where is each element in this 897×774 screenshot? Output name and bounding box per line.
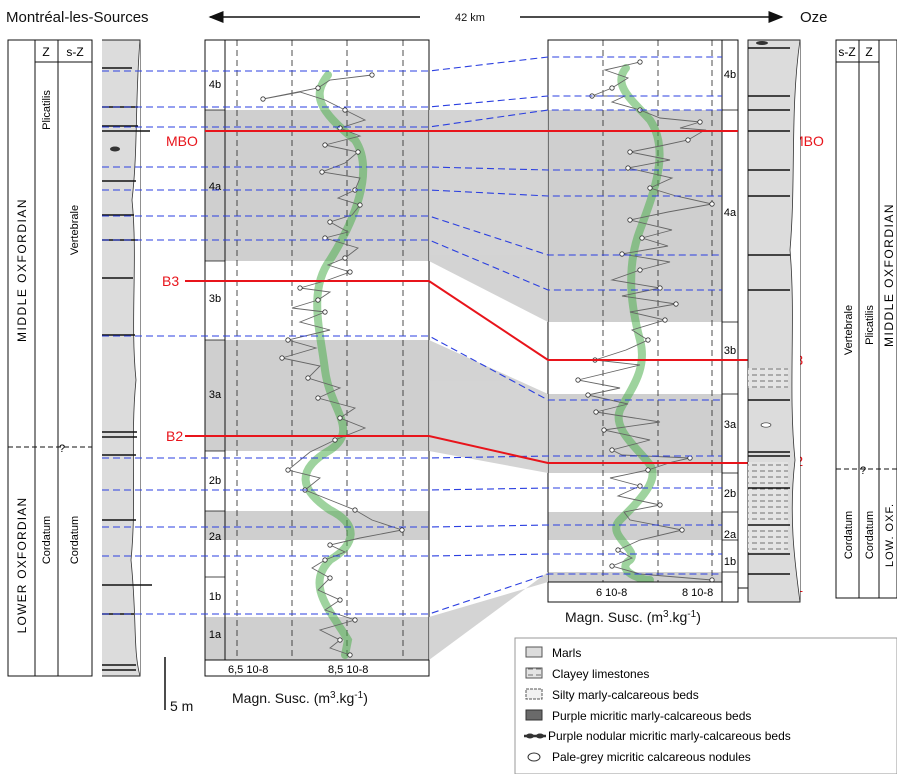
right-axis-label: Magn. Susc. (m3.kg-1) bbox=[565, 609, 701, 625]
boundary-lines bbox=[185, 130, 760, 464]
right-stage-upper: MIDDLE OXFORDIAN bbox=[882, 203, 896, 347]
correlation-bands bbox=[429, 110, 548, 660]
left-unit-label: 3a bbox=[209, 389, 222, 401]
legend-label: Purple micritic marly-calcareous beds bbox=[552, 709, 751, 723]
right-unit-label: 2b bbox=[724, 488, 736, 500]
left-axis-label: Magn. Susc. (m3.kg-1) bbox=[232, 690, 368, 706]
marls-swatch-icon bbox=[525, 646, 543, 658]
right-site-title: Oze bbox=[800, 9, 828, 26]
right-subzone-upper: Vertebrale bbox=[843, 305, 855, 355]
right-tick-label: 6 10-8 bbox=[596, 587, 627, 599]
left-strat-table: Z s-Z MIDDLE OXFORDIAN LOWER OXFORDIAN P… bbox=[7, 39, 93, 677]
legend-label: Purple nodular micritic marly-calcareous… bbox=[548, 729, 791, 743]
right-stage-lower: LOW. OXF. bbox=[884, 503, 896, 567]
legend-label: Silty marly-calcareous beds bbox=[552, 688, 699, 702]
right-zone-lower: Cordatum bbox=[864, 511, 876, 559]
right-unit-label: 4b bbox=[724, 69, 736, 81]
right-unit-label: 3b bbox=[724, 345, 736, 357]
scale-label: 5 m bbox=[170, 698, 193, 714]
left-tick-label: 6,5 10-8 bbox=[228, 664, 268, 676]
legend-label: Marls bbox=[552, 646, 581, 660]
b3-label-left: B3 bbox=[162, 273, 179, 289]
right-unit-label: 3a bbox=[724, 419, 737, 431]
left-unit-label: 1b bbox=[209, 591, 221, 603]
right-zone-upper: Plicatilis bbox=[864, 305, 876, 345]
left-boundary-mark: ? bbox=[59, 443, 65, 455]
clayey-limestone-swatch-icon bbox=[525, 667, 543, 679]
right-strat-table: s-Z Z Vertebrale Plicatilis MIDDLE OXFOR… bbox=[835, 39, 897, 599]
left-col-sz-header: s-Z bbox=[66, 45, 83, 59]
silty-bed-swatch-icon bbox=[525, 688, 543, 700]
left-tick-label: 8,5 10-8 bbox=[328, 664, 368, 676]
correlation-lines bbox=[102, 56, 722, 615]
left-stage-lower: LOWER OXFORDIAN bbox=[15, 497, 29, 634]
purple-bed-swatch-icon bbox=[525, 709, 543, 721]
left-col-z-header: Z bbox=[42, 45, 49, 59]
right-unit-label: 1b bbox=[724, 556, 736, 568]
right-subzone-lower: Cordatum bbox=[843, 511, 855, 559]
legend-label: Pale-grey micritic calcareous nodules bbox=[552, 750, 751, 764]
left-unit-label: 4b bbox=[209, 79, 221, 91]
left-msusc-panel: 4b 4a 3b 3a 2b 2a 1b 1a 6,5 10-8 8,5 10-… bbox=[204, 39, 430, 677]
left-stage-upper: MIDDLE OXFORDIAN bbox=[15, 198, 29, 342]
left-zone-lower: Cordatum bbox=[41, 516, 53, 564]
distance-label: 42 km bbox=[455, 12, 485, 24]
left-unit-label: 4a bbox=[209, 181, 222, 193]
left-lithologic-column bbox=[102, 39, 152, 677]
right-boundary-mark: ? bbox=[860, 465, 866, 477]
right-msusc-panel: 4b 4a 3b 3a 2b 2a 1b 6 10-8 8 10-8 bbox=[547, 39, 739, 603]
left-subzone-lower: Cordatum bbox=[69, 516, 81, 564]
right-lithologic-column bbox=[747, 39, 801, 603]
left-unit-label: 2a bbox=[209, 531, 222, 543]
left-unit-label: 2b bbox=[209, 475, 221, 487]
left-subzone-upper: Vertebrale bbox=[69, 205, 81, 255]
legend: Marls Clayey limestones Silty marly-calc… bbox=[514, 637, 897, 774]
right-tick-label: 8 10-8 bbox=[682, 587, 713, 599]
right-col-sz-header: s-Z bbox=[838, 45, 855, 59]
mbo-label-left: MBO bbox=[166, 133, 198, 149]
left-site-title: Montréal-les-Sources bbox=[6, 9, 149, 26]
left-unit-label: 3b bbox=[209, 293, 221, 305]
nodule-circle-icon bbox=[527, 752, 541, 762]
b2-label-left: B2 bbox=[166, 428, 183, 444]
legend-label: Clayey limestones bbox=[552, 667, 649, 681]
left-unit-label: 1a bbox=[209, 629, 222, 641]
right-col-z-header: Z bbox=[865, 45, 872, 59]
nodular-bed-icon bbox=[524, 733, 546, 739]
right-unit-label: 4a bbox=[724, 207, 737, 219]
left-zone-upper: Plicatilis bbox=[41, 90, 53, 130]
right-unit-label: 2a bbox=[724, 529, 737, 541]
